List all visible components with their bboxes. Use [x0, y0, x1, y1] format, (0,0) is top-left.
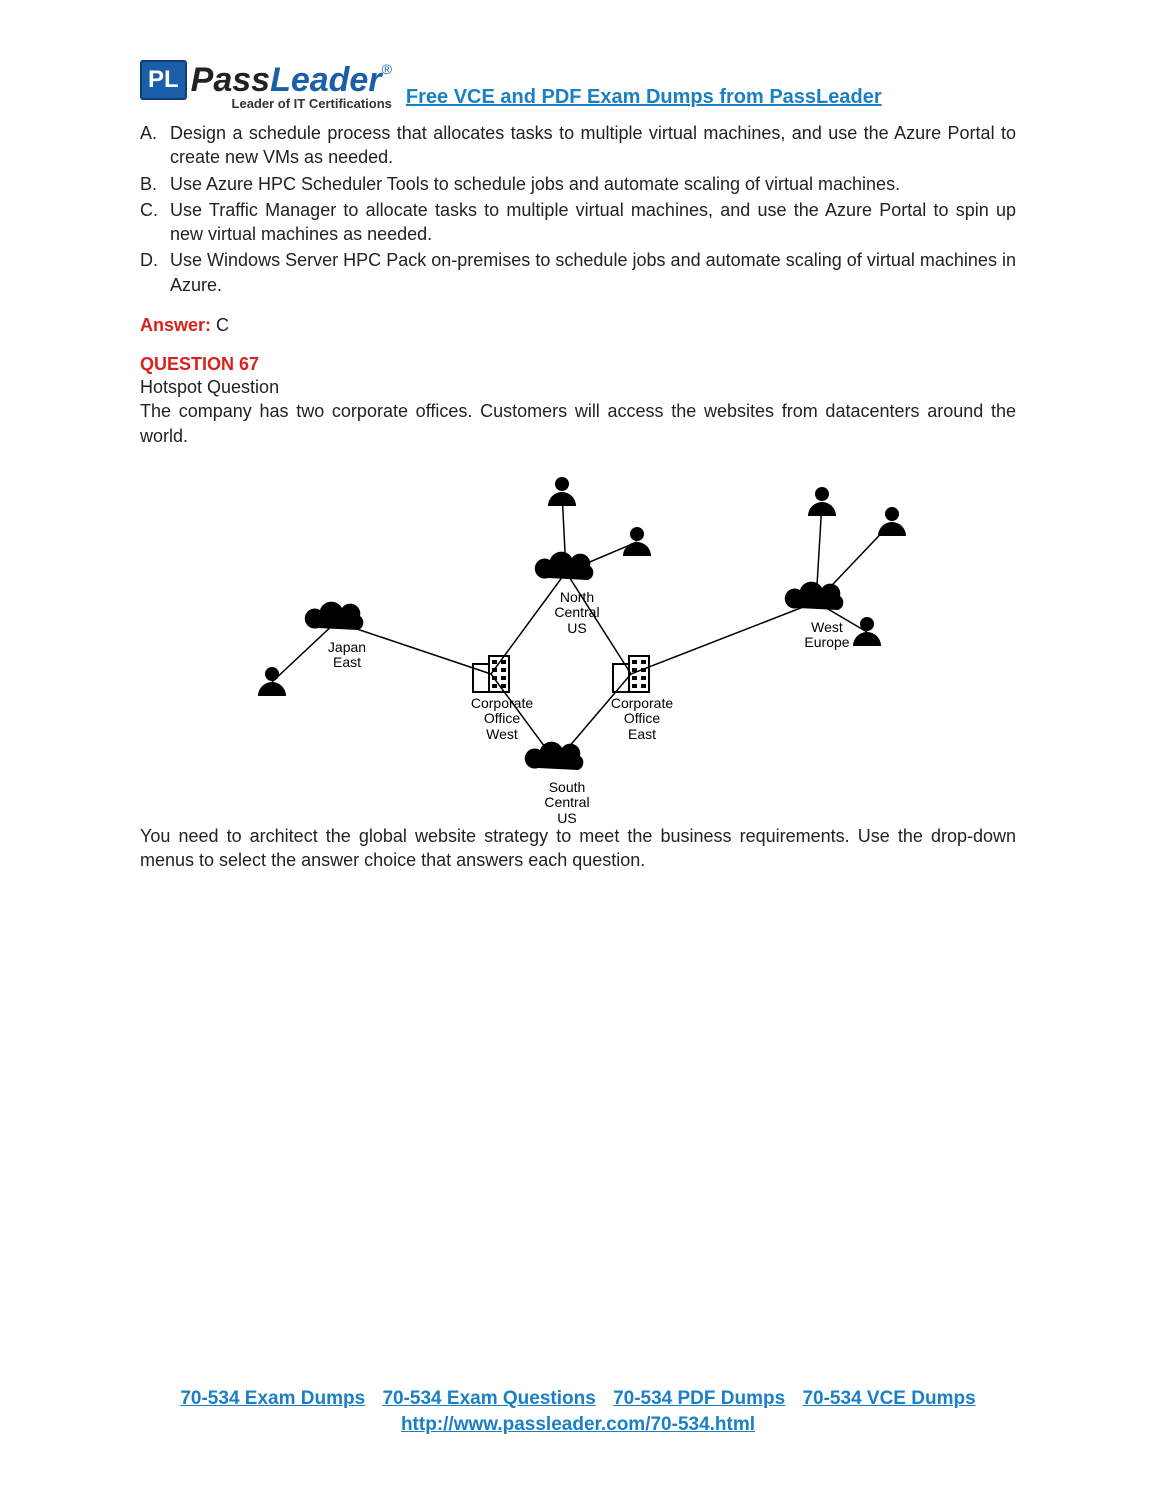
diagram-svg	[228, 456, 928, 816]
header: PL PassLeader® Leader of IT Certificatio…	[140, 60, 1016, 111]
answer-label: Answer:	[140, 315, 211, 335]
logo-badge: PL	[140, 60, 187, 100]
cloud-icon	[305, 602, 364, 630]
cloud-icon	[525, 742, 584, 770]
option-c: C.Use Traffic Manager to allocate tasks …	[140, 198, 1016, 247]
footer-link[interactable]: 70-534 PDF Dumps	[613, 1388, 785, 1409]
footer-url-link[interactable]: http://www.passleader.com/70-534.html	[401, 1414, 755, 1435]
question-intro: The company has two corporate offices. C…	[140, 399, 1016, 448]
logo-pass: Pass	[191, 61, 270, 99]
person-icon	[548, 477, 576, 506]
option-text: Use Azure HPC Scheduler Tools to schedul…	[170, 172, 900, 196]
footer-links: 70-534 Exam Dumps 70-534 Exam Questions …	[0, 1388, 1156, 1410]
footer-link[interactable]: 70-534 VCE Dumps	[802, 1388, 975, 1409]
option-b: B.Use Azure HPC Scheduler Tools to sched…	[140, 172, 1016, 196]
option-letter: A.	[140, 121, 170, 170]
answer-line: Answer: C	[140, 315, 1016, 336]
option-text: Use Windows Server HPC Pack on-premises …	[170, 248, 1016, 297]
footer-link[interactable]: 70-534 Exam Dumps	[180, 1388, 365, 1409]
logo-leader: Leader	[270, 61, 382, 99]
answer-options: A.Design a schedule process that allocat…	[140, 121, 1016, 297]
logo-tagline: Leader of IT Certifications	[232, 96, 392, 111]
footer-link[interactable]: 70-534 Exam Questions	[382, 1388, 595, 1409]
logo-reg: ®	[382, 61, 392, 77]
option-letter: D.	[140, 248, 170, 297]
option-text: Design a schedule process that allocates…	[170, 121, 1016, 170]
question-followup: You need to architect the global website…	[140, 824, 1016, 873]
option-a: A.Design a schedule process that allocat…	[140, 121, 1016, 170]
option-d: D.Use Windows Server HPC Pack on-premise…	[140, 248, 1016, 297]
logo-brand: PassLeader®	[191, 61, 392, 100]
answer-value: C	[216, 315, 229, 335]
option-letter: B.	[140, 172, 170, 196]
network-diagram: JapanEastNorthCentralUSSouthCentralUSWes…	[228, 456, 928, 816]
question-type: Hotspot Question	[140, 375, 1016, 399]
person-icon	[878, 507, 906, 536]
document-page: PL PassLeader® Leader of IT Certificatio…	[0, 0, 1156, 1496]
footer: 70-534 Exam Dumps 70-534 Exam Questions …	[0, 1388, 1156, 1436]
option-text: Use Traffic Manager to allocate tasks to…	[170, 198, 1016, 247]
logo: PL PassLeader® Leader of IT Certificatio…	[140, 60, 392, 111]
header-link[interactable]: Free VCE and PDF Exam Dumps from PassLea…	[406, 86, 882, 109]
cloud-icon	[785, 582, 844, 610]
option-letter: C.	[140, 198, 170, 247]
person-icon	[808, 487, 836, 516]
logo-top: PL PassLeader®	[140, 60, 392, 100]
person-icon	[623, 527, 651, 556]
footer-url: http://www.passleader.com/70-534.html	[0, 1414, 1156, 1436]
question-number: QUESTION 67	[140, 354, 1016, 375]
cloud-icon	[535, 552, 594, 580]
